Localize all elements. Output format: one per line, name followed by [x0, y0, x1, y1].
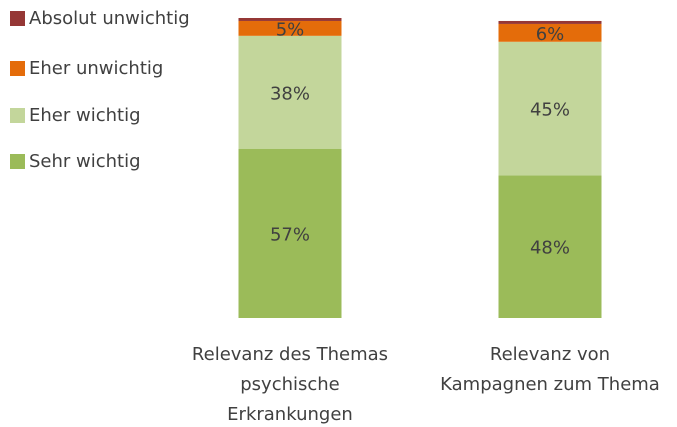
category-label: Relevanz von Kampagnen zum Thema — [440, 344, 660, 395]
data-label: 6% — [536, 24, 565, 45]
bar-segment — [238, 148, 342, 318]
data-label: 45% — [530, 100, 570, 121]
bar-segment — [498, 41, 602, 176]
legend-item: Eher unwichtig — [10, 58, 163, 79]
legend-swatch — [10, 11, 25, 26]
bar-segment — [498, 175, 602, 318]
bar-segment — [498, 20, 602, 24]
legend-label: Absolut unwichtig — [29, 8, 190, 29]
legend-swatch — [10, 61, 25, 76]
legend-swatch — [10, 154, 25, 169]
legend-item: Absolut unwichtig — [10, 8, 190, 29]
data-label: 38% — [270, 83, 310, 104]
bar-segment — [238, 20, 342, 36]
legend-label: Eher unwichtig — [29, 58, 164, 79]
legend-item: Eher wichtig — [10, 105, 141, 126]
legend-label: Eher wichtig — [29, 105, 141, 126]
data-label: 57% — [270, 224, 310, 245]
legend-item: Sehr wichtig — [10, 151, 141, 172]
bar-segment — [498, 23, 602, 42]
legend-swatch — [10, 108, 25, 123]
data-label: 48% — [530, 238, 570, 259]
bar-segment — [238, 35, 342, 149]
category-label: Relevanz des Themas psychische Erkrankun… — [191, 344, 389, 425]
bar-segment — [238, 18, 342, 21]
legend-label: Sehr wichtig — [29, 151, 141, 172]
data-label: 5% — [276, 19, 305, 40]
